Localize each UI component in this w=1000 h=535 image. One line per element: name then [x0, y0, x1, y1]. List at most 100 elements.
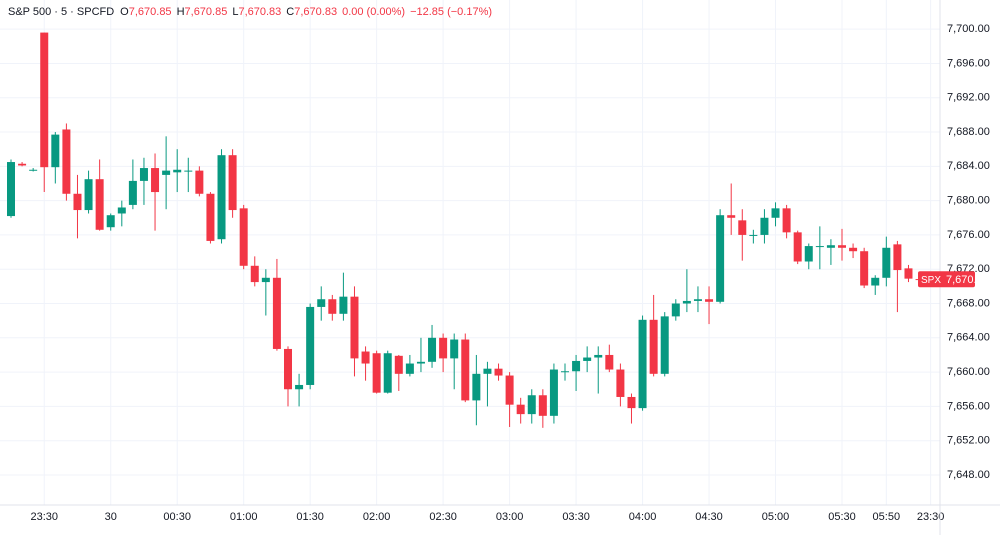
x-tick-label: 05:50 [873, 511, 901, 523]
candle-body [849, 247, 858, 252]
candle-body [516, 404, 525, 415]
candle-body [616, 369, 625, 397]
legend-item: 7,670.85 [185, 6, 228, 18]
candle-body [860, 251, 869, 286]
x-tick-label: 05:00 [762, 511, 790, 523]
candle-body [361, 351, 370, 364]
x-tick-label: 05:30 [828, 511, 856, 523]
candle-body [261, 277, 270, 283]
candle-body [893, 244, 902, 271]
candle-body [317, 299, 326, 307]
legend-item: L [232, 6, 238, 18]
candle-body [904, 268, 913, 279]
y-tick-label: 7,700.00 [947, 23, 990, 35]
candle-body [705, 299, 714, 302]
legend-header: S&P 500 · 5 · SPCFD O7,670.85 H7,670.85 L7,… [8, 6, 492, 18]
candle-body [173, 169, 182, 173]
candle-body [18, 163, 27, 166]
candle-body [405, 363, 414, 374]
candle-body [561, 371, 569, 373]
candle-body [549, 369, 558, 416]
y-tick-label: 7,652.00 [947, 435, 990, 447]
candle-body [339, 296, 348, 314]
y-tick-label: 7,648.00 [947, 469, 990, 481]
candle-body [184, 170, 193, 172]
x-tick-label: 23:30 [917, 511, 945, 523]
candle-body [738, 220, 747, 235]
y-tick-label: 7,692.00 [947, 92, 990, 104]
candle-body [117, 207, 126, 214]
y-tick-label: 7,684.00 [947, 160, 990, 172]
candle-body [295, 384, 304, 390]
candle-body [272, 277, 281, 349]
legend-item: 7,670.85 [129, 6, 172, 18]
candle-body [40, 32, 49, 168]
candle-body [29, 169, 38, 171]
candle-body [627, 396, 636, 409]
x-tick-label: 23:30 [30, 511, 58, 523]
candle-body [649, 319, 658, 374]
candle-body [538, 395, 547, 416]
x-tick-label: 00:30 [163, 511, 191, 523]
legend-item: S&P 500 · 5 · SPCFD [8, 6, 114, 18]
y-tick-label: 7,688.00 [947, 126, 990, 138]
candle-body [871, 277, 880, 286]
x-tick-label: 30 [105, 511, 117, 523]
x-tick-label: 01:30 [296, 511, 324, 523]
x-tick-label: 01:00 [230, 511, 258, 523]
candle-body [195, 170, 204, 194]
candle-body [505, 375, 514, 405]
candle-body [439, 337, 448, 359]
candle-body [450, 339, 459, 359]
candle-body [95, 179, 104, 230]
legend-item: O [120, 6, 129, 18]
candle-body [217, 155, 226, 240]
candle-body [771, 208, 780, 218]
candle-body [782, 208, 791, 233]
candle-body [162, 170, 171, 175]
price-tag-symbol: SPX [921, 275, 941, 286]
legend-item: 7,670.83 [294, 6, 337, 18]
candle-body [284, 348, 292, 390]
candle-body [139, 168, 148, 181]
candle-body [328, 299, 337, 314]
candle-body [815, 246, 824, 248]
x-tick-label: 02:00 [363, 511, 391, 523]
candle-body [826, 245, 835, 248]
y-tick-label: 7,656.00 [947, 400, 990, 412]
price-tag [918, 271, 975, 288]
x-tick-label: 04:30 [695, 511, 723, 523]
candle-body [394, 355, 403, 374]
candle-body [228, 155, 237, 211]
candle-body [793, 232, 802, 262]
candle-body [84, 179, 93, 211]
candle-body [472, 373, 481, 401]
y-tick-label: 7,668.00 [947, 297, 990, 309]
legend-item: 0.00 (0.00%) [342, 6, 405, 18]
candle-body [671, 303, 680, 317]
price-tag-value: 7,670.83 [946, 274, 989, 286]
x-tick-label: 02:30 [429, 511, 457, 523]
candle-body [106, 215, 115, 228]
candle-body [206, 193, 215, 241]
candle-body [494, 368, 503, 376]
candle-body [682, 300, 691, 304]
y-tick-label: 7,660.00 [947, 366, 990, 378]
candle-body [749, 234, 758, 236]
candle-body [239, 208, 248, 266]
candle-body [51, 134, 60, 168]
candle-body [350, 296, 359, 359]
candle-body [605, 354, 614, 370]
candle-body [760, 217, 769, 235]
candle-body [882, 247, 891, 278]
candle-body [483, 368, 492, 374]
candle-body [638, 319, 647, 409]
candle-body [7, 162, 15, 217]
candle-body [804, 246, 813, 262]
y-tick-label: 7,680.00 [947, 195, 990, 207]
legend-item: C [286, 6, 294, 18]
candle-body [727, 215, 736, 218]
candle-body [583, 357, 592, 361]
